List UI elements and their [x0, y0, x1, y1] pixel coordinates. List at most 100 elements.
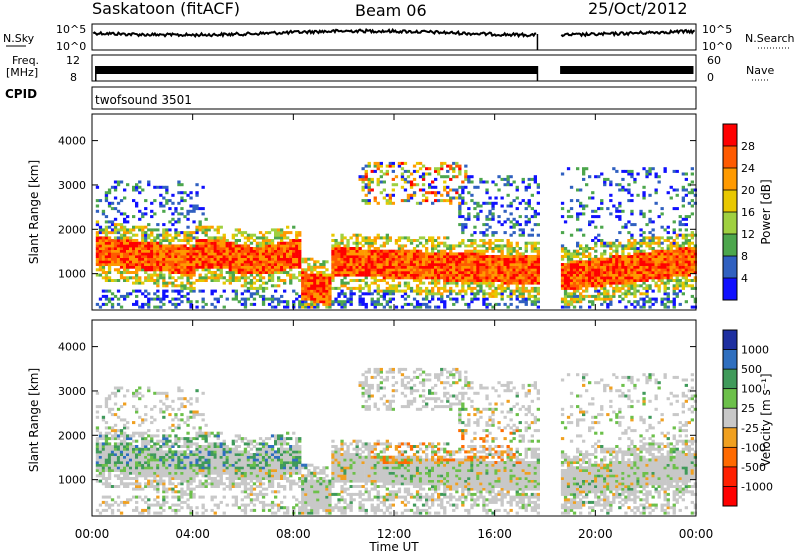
power-cell	[119, 249, 124, 253]
power-cell	[352, 255, 356, 258]
power-cell	[437, 297, 441, 301]
velocity-cell	[147, 447, 151, 451]
power-cell	[446, 185, 450, 189]
power-cell	[690, 249, 694, 253]
power-cell	[654, 284, 658, 288]
power-cell	[204, 265, 208, 269]
power-cell	[582, 177, 586, 181]
velocity-cell	[101, 477, 106, 480]
power-cell	[693, 268, 697, 272]
power-cell	[116, 236, 121, 240]
power-cell	[355, 286, 359, 290]
power-cell	[675, 255, 679, 258]
power-cell	[452, 167, 456, 171]
power-cell	[443, 175, 447, 179]
power-cell	[150, 263, 154, 266]
power-cell	[107, 191, 112, 195]
power-cell	[110, 263, 115, 266]
power-cell	[443, 244, 447, 248]
power-cell	[400, 244, 405, 248]
power-cell	[485, 268, 489, 272]
power-cell	[630, 193, 634, 197]
power-cell	[645, 257, 649, 261]
power-cell	[192, 271, 196, 274]
power-cell	[150, 244, 154, 248]
power-cell	[331, 268, 335, 272]
power-cell	[385, 289, 389, 293]
power-cell	[207, 239, 211, 242]
power-cell	[237, 239, 241, 242]
power-cell	[452, 265, 456, 269]
power-cell	[180, 252, 184, 256]
power-cell	[606, 292, 610, 296]
power-cell	[135, 265, 139, 269]
power-cell	[642, 239, 646, 242]
power-cell	[488, 201, 492, 205]
power-cell	[503, 263, 507, 266]
power-cell	[331, 239, 335, 242]
power-cell	[252, 252, 257, 256]
power-cell	[476, 249, 480, 253]
power-cell	[195, 263, 199, 266]
power-cell	[376, 177, 380, 181]
power-cell	[678, 244, 682, 248]
velocity-cell	[129, 437, 133, 441]
power-cell	[606, 294, 610, 298]
power-cell	[388, 300, 392, 304]
power-cell	[156, 284, 160, 288]
power-cell	[255, 241, 260, 245]
power-cell	[346, 241, 350, 245]
freq-tick-high: 12	[66, 54, 80, 67]
velocity-cell	[135, 410, 139, 414]
velocity-cell	[107, 397, 112, 401]
power-cell	[603, 268, 607, 272]
power-cell	[201, 212, 205, 216]
power-cell	[243, 255, 248, 258]
power-cell	[270, 247, 275, 250]
power-cell	[576, 249, 580, 253]
power-cell	[633, 177, 637, 181]
velocity-cell	[98, 442, 103, 446]
power-cell	[449, 297, 453, 301]
power-cell	[252, 233, 257, 237]
power-cell	[234, 252, 238, 256]
power-cell	[295, 236, 299, 240]
power-cell	[186, 268, 190, 272]
power-cell	[431, 239, 435, 242]
power-cell	[277, 279, 281, 282]
velocity-cell	[101, 469, 106, 472]
velocity-cell	[129, 471, 133, 475]
power-cell	[382, 268, 386, 272]
velocity-cell	[132, 434, 136, 438]
power-cell	[663, 286, 667, 290]
power-cell	[361, 257, 365, 261]
velocity-cell	[119, 405, 124, 409]
power-cell	[461, 284, 465, 288]
power-cell	[443, 265, 447, 269]
power-cell	[418, 292, 423, 296]
power-cell	[298, 249, 302, 253]
power-cell	[388, 273, 392, 277]
power-cell	[107, 252, 112, 256]
velocity-cell	[95, 447, 100, 451]
power-cell	[527, 289, 531, 293]
power-cell	[123, 260, 127, 264]
power-cell	[195, 239, 199, 242]
power-cell	[488, 279, 492, 282]
velocity-cell	[95, 469, 100, 472]
power-cell	[473, 265, 477, 269]
power-cell	[116, 257, 121, 261]
power-cell	[126, 276, 130, 280]
power-cell	[497, 175, 501, 179]
power-cell	[225, 241, 229, 245]
power-cell	[298, 239, 302, 242]
power-cell	[192, 244, 196, 248]
power-cell	[237, 300, 241, 304]
power-cell	[566, 215, 571, 219]
power-cell	[228, 268, 232, 272]
power-cell	[144, 276, 148, 280]
power-cell	[461, 289, 465, 293]
velocity-cell	[119, 453, 124, 456]
power-cell	[361, 252, 365, 256]
power-cell	[482, 300, 486, 304]
